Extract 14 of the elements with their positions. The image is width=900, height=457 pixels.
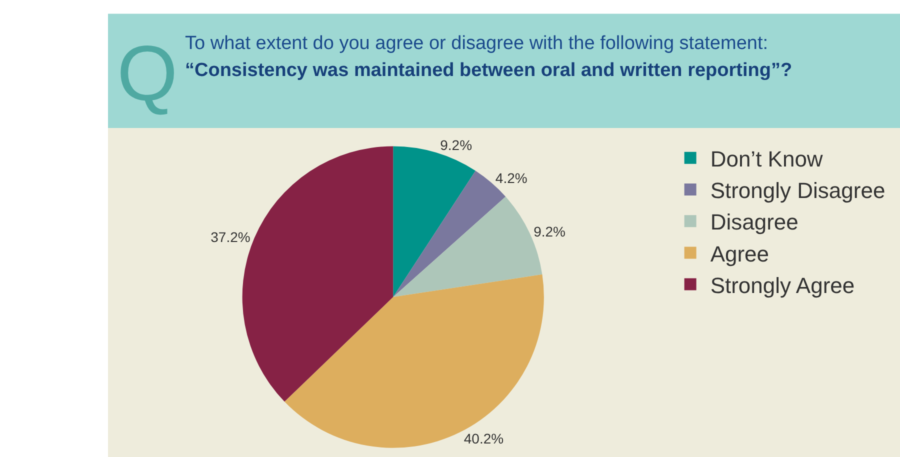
legend-label: Disagree (710, 210, 798, 235)
pie-slice (284, 274, 544, 448)
legend-label: Strongly Agree (710, 272, 855, 298)
legend-label: Strongly Disagree (710, 178, 886, 204)
data-label: 40.2% (464, 430, 504, 447)
data-label: 9.2% (534, 223, 566, 240)
text: Q (117, 29, 178, 117)
legend-label: Don’t Know (710, 146, 823, 172)
chart-subtitle: “Consistency was maintained between oral and written reporting”? (185, 60, 792, 81)
data-label: 37.2% (210, 228, 250, 245)
data-label: 9.2% (440, 137, 472, 154)
legend-label: Agree (710, 241, 770, 266)
chart-title: To what extent do you agree or disagree with the following statement: (185, 33, 768, 54)
data-label: 4.2% (495, 170, 528, 186)
